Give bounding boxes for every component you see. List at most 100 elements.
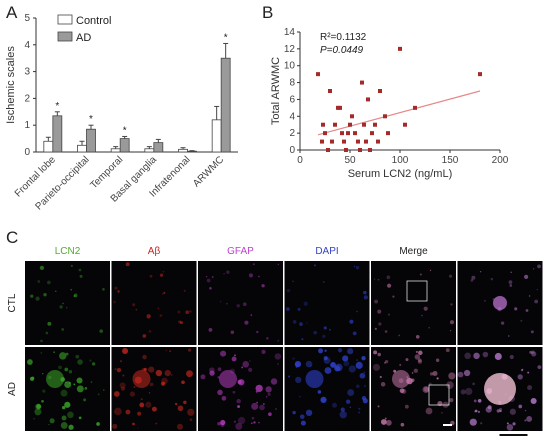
legend-swatch <box>57 31 73 42</box>
data-point <box>328 89 332 93</box>
fluorescence-spot <box>76 385 84 393</box>
y-tick-label: 5 <box>24 13 30 24</box>
fluorescence-spot <box>142 334 147 338</box>
fluorescence-spot <box>113 300 116 304</box>
fluorescence-spot <box>119 360 123 363</box>
fluorescence-spot <box>236 398 241 404</box>
fluorescence-spot <box>297 307 301 311</box>
fluorescence-spot <box>73 383 76 386</box>
fluorescence-spot <box>220 350 227 357</box>
fluorescence-spot <box>295 366 298 369</box>
fluorescence-spot <box>537 365 542 370</box>
fluorescence-spot <box>230 330 235 334</box>
fluorescence-spot <box>317 390 322 394</box>
fluorescence-spot <box>418 350 423 356</box>
fluorescence-spot <box>286 288 291 293</box>
zoomed-cell <box>484 373 516 405</box>
fluorescence-spot <box>374 299 379 304</box>
legend-label: Control <box>76 15 111 27</box>
fluorescence-spot <box>41 399 44 403</box>
microscopy-grid: LCN2 Aβ GFAP DAPI Merge CTL AD <box>7 246 543 436</box>
fluorescence-spot <box>529 350 533 354</box>
data-point <box>320 139 324 144</box>
fluorescence-spot <box>392 295 395 298</box>
fluorescence-spot <box>473 352 480 360</box>
fluorescence-spot <box>64 401 71 408</box>
scatter-chart: 0 2 4 6 8 10 12 14 0 50 100 150 200 Serum LCN2 (ng/mL… <box>270 27 509 180</box>
fluorescence-spot <box>348 365 356 373</box>
y-tick-label: 6 <box>289 94 295 105</box>
y-tick-label: 10 <box>284 61 296 72</box>
y-tick-label: 14 <box>284 27 296 38</box>
data-point <box>346 131 350 136</box>
fluorescence-spot <box>298 395 301 398</box>
data-point <box>338 105 342 110</box>
fluorescence-spot <box>148 330 152 333</box>
fluorescence-spot <box>148 366 155 373</box>
fluorescence-spot <box>265 396 268 398</box>
fluorescence-spot <box>422 386 430 394</box>
fluorescence-spot <box>155 369 163 377</box>
fluorescence-spot <box>300 420 306 426</box>
fluorescence-spot <box>384 361 386 364</box>
fluorescence-spot <box>299 414 305 420</box>
fluorescence-spot <box>241 366 244 369</box>
fluorescence-spot <box>231 356 237 362</box>
fluorescence-spot <box>299 322 303 326</box>
fluorescence-spot <box>448 372 456 380</box>
fluorescence-spot <box>373 278 376 280</box>
fluorescence-spot <box>137 411 142 416</box>
fluorescence-spot <box>84 387 88 390</box>
fluorescence-spot <box>60 389 68 397</box>
fluorescence-spot <box>145 401 152 408</box>
micrograph-tile <box>284 261 370 345</box>
data-point <box>321 122 325 127</box>
fluorescence-spot <box>70 288 73 291</box>
fluorescence-spot <box>256 401 258 404</box>
significance-star: * <box>89 114 93 125</box>
fluorescence-spot <box>117 290 120 293</box>
fluorescence-spot <box>200 374 206 380</box>
fluorescence-spot <box>265 386 272 393</box>
data-point <box>342 139 346 144</box>
fluorescence-spot <box>393 369 397 373</box>
fluorescence-spot <box>536 288 538 291</box>
fluorescence-spot <box>305 360 313 368</box>
panel-letter-c: C <box>6 228 18 247</box>
fluorescence-spot <box>377 352 382 357</box>
fluorescence-spot <box>211 276 214 279</box>
fluorescence-spot <box>506 422 509 425</box>
bar-ad <box>86 128 96 153</box>
fluorescence-spot <box>122 348 129 354</box>
fluorescence-spot <box>248 273 254 278</box>
fluorescence-spot <box>537 264 541 269</box>
y-tick-label: 4 <box>289 111 295 122</box>
fluorescence-spot <box>96 422 100 426</box>
fluorescence-spot <box>121 386 125 391</box>
fluorescence-spot <box>385 419 392 426</box>
fluorescence-spot <box>267 392 271 396</box>
micrograph-tile <box>371 347 456 431</box>
fluorescence-spot <box>78 416 82 420</box>
scale-bar <box>443 424 452 426</box>
fluorescence-spot <box>340 407 345 412</box>
r-squared-label: R²=0.1132 <box>320 32 367 43</box>
fluorescence-spot <box>429 372 434 376</box>
bar-ad <box>52 115 63 153</box>
fluorescence-spot <box>469 418 477 426</box>
micrograph-tile <box>25 261 110 345</box>
fluorescence-spot <box>463 369 471 377</box>
fluorescence-spot <box>176 423 184 430</box>
fluorescence-spot <box>487 405 492 410</box>
fluorescence-spot <box>266 337 269 340</box>
fluorescence-spot <box>171 374 173 376</box>
fluorescence-spot <box>313 264 317 267</box>
fluorescence-spot <box>377 405 380 408</box>
fluorescence-spot <box>135 308 138 311</box>
fluorescence-spot <box>399 363 402 366</box>
fluorescence-spot <box>356 359 359 362</box>
y-tick-label: 3 <box>24 67 30 78</box>
fluorescence-spot <box>137 427 139 429</box>
fluorescence-spot <box>437 400 443 407</box>
fluorescence-spot <box>114 407 122 416</box>
